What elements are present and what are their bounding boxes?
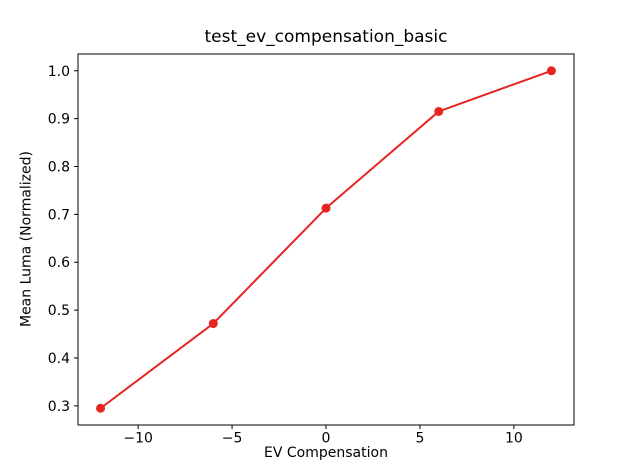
y-tick-label: 0.7	[48, 207, 70, 223]
data-point	[434, 106, 444, 116]
y-tick-label: 1.0	[48, 64, 70, 80]
data-point	[96, 403, 106, 413]
x-tick-label: 5	[415, 431, 424, 447]
data-point	[208, 319, 218, 329]
y-axis-label: Mean Luma (Normalized)	[18, 150, 35, 328]
y-tick-label: 0.5	[48, 303, 70, 319]
x-tick-label: 10	[505, 431, 523, 447]
y-tick-label: 0.4	[48, 351, 70, 367]
series-line	[99, 69, 553, 410]
x-axis-label: EV Compensation	[264, 445, 388, 461]
y-tick-label: 0.9	[48, 112, 70, 128]
y-tick-label: 0.6	[48, 255, 70, 271]
y-tick-label: 0.3	[48, 399, 70, 415]
chart-title: test_ev_compensation_basic	[204, 27, 448, 47]
x-tick-label: −5	[222, 431, 243, 447]
data-point	[321, 203, 331, 213]
x-tick-label: −10	[123, 431, 153, 447]
data-point	[546, 66, 556, 76]
y-tick-label: 0.8	[48, 159, 70, 175]
x-tick-label: 0	[322, 431, 331, 447]
